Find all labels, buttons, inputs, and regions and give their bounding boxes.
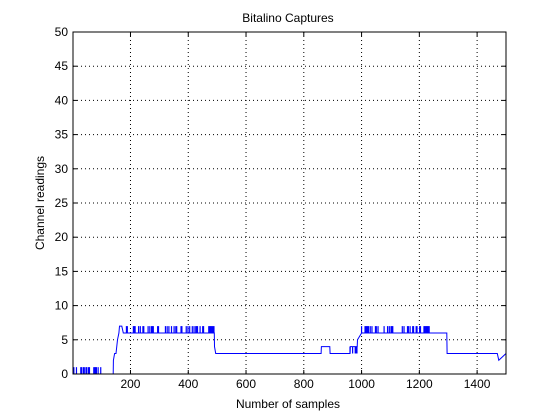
y-tick-label: 30 [55, 162, 69, 176]
y-axis-label: Channel readings [33, 156, 47, 250]
noise-spikes [360, 326, 430, 333]
noise-spikes [125, 326, 215, 333]
x-tick-label: 400 [178, 377, 198, 391]
y-tick-label: 40 [55, 93, 69, 107]
y-tick-label: 10 [55, 299, 69, 313]
y-tick-label: 25 [55, 196, 69, 210]
noise-spikes [73, 367, 102, 374]
x-tick-labels: 200 400 600 800 1000 1200 1400 [120, 377, 490, 391]
grid-lines [73, 32, 506, 374]
x-tick-label: 1000 [348, 377, 375, 391]
tick-marks [73, 31, 506, 375]
x-tick-label: 800 [294, 377, 314, 391]
noise-spikes [349, 346, 358, 354]
y-tick-label: 45 [55, 59, 69, 73]
chart-title: Bitalino Captures [242, 11, 333, 25]
series-line [73, 325, 507, 375]
y-tick-label: 15 [55, 264, 69, 278]
x-tick-label: 1200 [406, 377, 433, 391]
x-tick-label: 200 [120, 377, 140, 391]
x-axis-label: Number of samples [236, 397, 340, 411]
y-tick-label: 20 [55, 230, 69, 244]
series-layer [73, 325, 507, 375]
x-tick-label: 600 [236, 377, 256, 391]
y-tick-label: 35 [55, 128, 69, 142]
x-tick-label: 1400 [464, 377, 491, 391]
y-tick-labels: 0 5 10 15 20 25 30 35 40 45 50 [55, 25, 69, 381]
y-tick-label: 0 [61, 367, 68, 381]
y-tick-label: 5 [61, 333, 68, 347]
y-tick-label: 50 [55, 25, 69, 39]
